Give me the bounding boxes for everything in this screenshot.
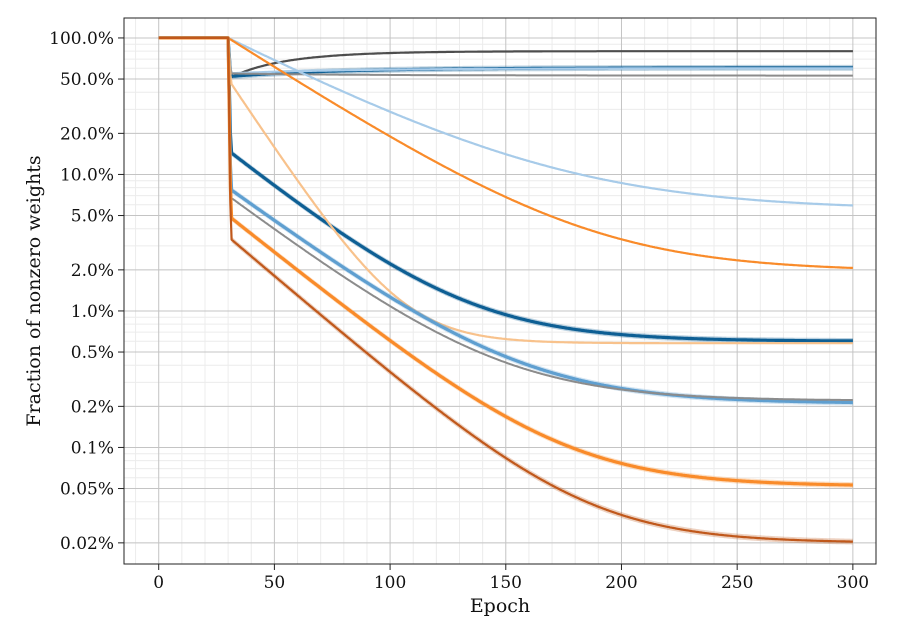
y-tick-label: 0.1% — [71, 438, 114, 458]
y-tick-label: 2.0% — [71, 261, 114, 281]
x-tick-label: 300 — [837, 573, 869, 593]
x-tick-label: 200 — [605, 573, 637, 593]
x-tick-label: 0 — [153, 573, 164, 593]
y-tick-label: 1.0% — [71, 302, 114, 322]
y-tick-label: 5.0% — [71, 207, 114, 227]
y-tick-label: 50.0% — [60, 70, 114, 90]
series-line — [158, 36, 854, 487]
y-tick-label: 0.5% — [71, 343, 114, 363]
y-axis: 100.0% 50.0% 20.0% 10.0% 5.0% 2.0% 1.0% 0.5% 0.2… — [49, 29, 124, 554]
major-grid — [124, 18, 876, 564]
y-tick-label: 0.05% — [60, 480, 114, 500]
y-tick-label: 10.0% — [60, 165, 114, 185]
x-axis: 0 50 100 150 200 250 300 — [153, 564, 869, 593]
y-axis-title: Fraction of nonzero weights — [23, 155, 45, 426]
plot-frame — [123, 17, 877, 565]
x-axis-title: Epoch — [470, 595, 530, 617]
series-line — [158, 36, 853, 270]
series-layer — [158, 36, 854, 545]
x-tick-label: 150 — [490, 573, 522, 593]
series-line — [158, 36, 853, 345]
y-tick-label: 0.2% — [71, 397, 114, 417]
y-tick-label: 0.02% — [60, 534, 114, 554]
x-tick-label: 50 — [264, 573, 286, 593]
series-line — [158, 36, 853, 543]
series-line — [158, 36, 853, 75]
x-tick-label: 100 — [374, 573, 406, 593]
series-line — [158, 36, 853, 402]
x-tick-label: 250 — [721, 573, 753, 593]
series-line — [158, 36, 854, 405]
series-line — [158, 36, 854, 343]
y-tick-label: 20.0% — [60, 124, 114, 144]
series-line — [158, 36, 853, 77]
series-line — [158, 36, 853, 79]
series-line — [158, 36, 853, 207]
y-tick-label: 100.0% — [49, 29, 114, 49]
